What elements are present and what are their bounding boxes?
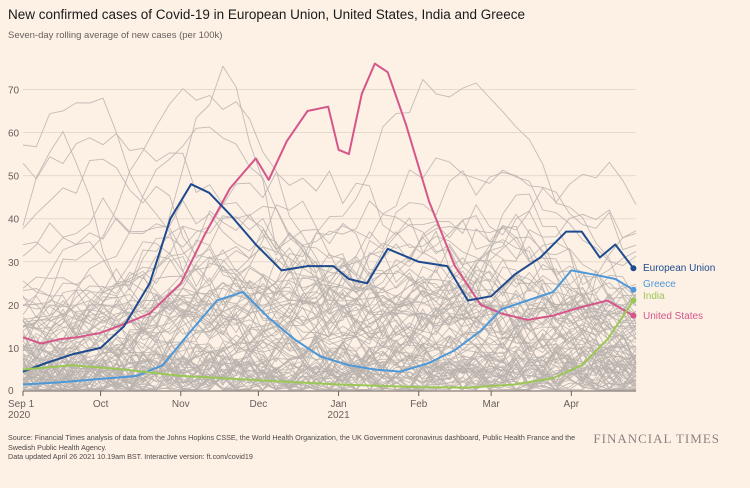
series-line xyxy=(22,269,634,386)
background-country-line xyxy=(22,236,637,373)
background-country-line xyxy=(22,257,637,365)
updated-text: Data updated April 26 2021 10.19am BST. … xyxy=(8,452,253,461)
series-line xyxy=(22,62,634,345)
background-country-line xyxy=(22,314,637,353)
x-tick-label: Dec xyxy=(249,399,267,410)
series-end-marker xyxy=(630,312,637,319)
background-country-line xyxy=(22,213,637,385)
background-country-line xyxy=(22,326,637,386)
background-country-line xyxy=(22,282,637,374)
background-country-line xyxy=(22,343,637,391)
background-country-line xyxy=(22,344,637,391)
background-country-line xyxy=(22,203,637,342)
series-line xyxy=(22,299,635,389)
x-tick-label: Feb xyxy=(410,399,428,410)
x-tick-year-label: 2021 xyxy=(327,410,350,421)
background-country-line xyxy=(22,293,637,329)
background-country-line xyxy=(22,222,637,385)
background-country-line xyxy=(22,265,637,391)
background-country-line xyxy=(22,215,637,307)
background-country-line xyxy=(22,237,637,386)
chart-subtitle: Seven-day rolling average of new cases (… xyxy=(8,30,223,41)
y-tick-label: 30 xyxy=(8,258,20,269)
x-tick-label: Nov xyxy=(172,399,190,410)
background-country-line xyxy=(22,329,637,381)
x-tick-label: Mar xyxy=(483,399,501,410)
x-tick-year-label: 2020 xyxy=(8,410,31,421)
series-line xyxy=(22,183,635,373)
series-end-marker xyxy=(630,265,637,272)
background-country-line xyxy=(22,251,637,339)
x-tick-label: Oct xyxy=(93,399,109,410)
series-end-marker xyxy=(630,297,637,304)
y-tick-label: 0 xyxy=(8,386,14,397)
background-country-lines xyxy=(22,65,637,391)
chart-title: New confirmed cases of Covid-19 in Europ… xyxy=(8,7,526,22)
series-end-marker xyxy=(630,286,637,293)
x-tick-label: Sep 1 xyxy=(8,399,35,410)
background-country-line xyxy=(22,265,637,384)
background-country-line xyxy=(22,97,637,369)
y-tick-label: 60 xyxy=(8,129,20,140)
y-tick-label: 20 xyxy=(8,301,20,312)
series-label: India xyxy=(643,291,665,302)
y-tick-label: 50 xyxy=(8,172,20,183)
background-country-line xyxy=(22,267,637,352)
series-label: European Union xyxy=(643,263,715,274)
series-label: United States xyxy=(643,311,703,322)
background-country-line xyxy=(22,158,637,317)
y-tick-label: 70 xyxy=(8,85,20,96)
background-country-line xyxy=(22,239,637,391)
background-country-line xyxy=(22,259,637,391)
source-note: Source: Financial Times analysis of data… xyxy=(8,433,588,462)
background-country-line xyxy=(22,282,637,321)
y-tick-label: 40 xyxy=(8,215,20,226)
y-tick-label: 10 xyxy=(8,344,20,355)
x-tick-label: Apr xyxy=(564,399,580,410)
x-tick-label: Jan xyxy=(330,399,346,410)
background-country-line xyxy=(22,205,637,361)
source-text: Source: Financial Times analysis of data… xyxy=(8,433,576,452)
background-country-line xyxy=(22,270,637,325)
ft-logo: FINANCIAL TIMES xyxy=(593,431,720,446)
series-label: Greece xyxy=(643,279,676,290)
